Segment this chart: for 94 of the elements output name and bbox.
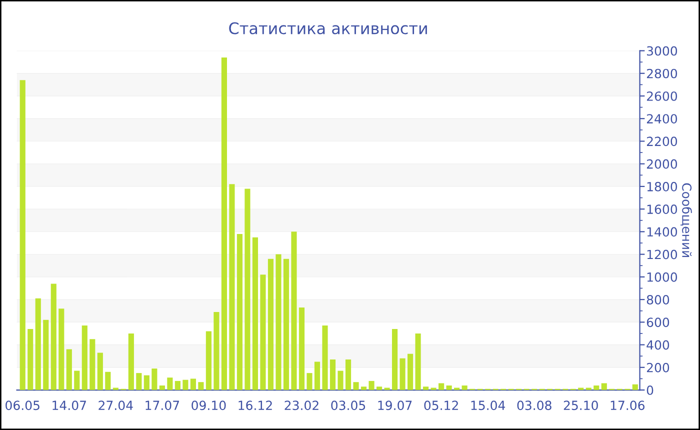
chart-title: Статистика активности — [229, 22, 427, 34]
bar — [283, 258, 290, 390]
bar — [276, 254, 282, 390]
bar — [82, 326, 88, 390]
bar — [50, 284, 56, 390]
bar — [446, 385, 452, 390]
x-tick-label: 19.07 — [378, 400, 412, 410]
x-tick-label: 09.10 — [192, 400, 226, 410]
bar — [105, 372, 111, 390]
bar — [252, 237, 258, 390]
bar — [454, 388, 460, 390]
bar — [128, 333, 134, 390]
bar — [306, 373, 312, 390]
bar — [244, 188, 250, 390]
bar — [314, 362, 320, 390]
bar — [462, 385, 468, 390]
x-tick-label: 17.06 — [610, 400, 644, 410]
bar — [578, 388, 584, 390]
bar — [159, 385, 165, 390]
bar — [384, 388, 390, 390]
y2-tick-label: 800 — [646, 295, 670, 304]
bar — [20, 80, 26, 390]
x-tick-label: 06.05 — [6, 400, 40, 410]
y2-tick-label: 1000 — [647, 272, 678, 282]
y2-tick-label: 1600 — [647, 204, 678, 214]
bar — [43, 320, 49, 390]
bar — [229, 184, 235, 390]
x-tick-label: 14.07 — [52, 400, 86, 410]
bar — [144, 375, 150, 390]
x-tick-label: 17.07 — [146, 400, 180, 410]
bar — [586, 388, 592, 390]
bar — [190, 378, 196, 390]
x-tick-label: 15.04 — [471, 400, 506, 410]
bar — [58, 308, 64, 390]
bar — [198, 382, 204, 390]
y2-tick-label: 3000 — [647, 46, 678, 56]
y2-axis-title: Сообщений — [680, 183, 692, 258]
bar — [594, 385, 600, 390]
bar — [97, 352, 103, 390]
bar — [174, 380, 180, 390]
bar — [74, 370, 80, 390]
bar — [291, 232, 297, 390]
bar — [214, 312, 220, 390]
bar — [167, 378, 173, 390]
bar — [601, 383, 607, 390]
y2-tick-label: 2800 — [646, 68, 678, 78]
x-tick-label: 27.04 — [98, 400, 133, 410]
bar — [35, 298, 41, 390]
y2-tick-label: 0 — [646, 385, 654, 395]
y2-tick-label: 200 — [646, 362, 670, 372]
bar — [415, 333, 421, 390]
bar — [90, 339, 96, 390]
bar — [360, 386, 367, 390]
bar — [330, 359, 336, 390]
y2-tick-label: 1800 — [647, 182, 678, 192]
bar — [112, 388, 118, 390]
bar — [236, 234, 243, 390]
bar — [28, 328, 34, 390]
y2-tick-label: 2400 — [646, 114, 678, 124]
x-tick-label: 03.08 — [517, 400, 552, 410]
bar — [66, 349, 72, 390]
y2-tick-label: 400 — [646, 340, 670, 350]
bar — [136, 373, 142, 390]
y2-tick-label: 1200 — [647, 250, 678, 260]
bar — [430, 388, 436, 390]
bar — [408, 354, 414, 390]
bar — [338, 370, 344, 390]
bar — [392, 328, 398, 390]
y2-tick-label: 2600 — [646, 91, 678, 101]
bar — [400, 358, 406, 390]
x-tick-label: 23.02 — [284, 400, 318, 410]
y2-tick-label: 2000 — [646, 159, 678, 169]
bar — [298, 307, 305, 390]
x-tick-label: 16.12 — [238, 400, 272, 410]
bar — [423, 386, 429, 390]
bar — [268, 258, 274, 390]
y2-tick-label: 1400 — [647, 227, 678, 237]
bar — [632, 384, 638, 390]
bar — [182, 380, 188, 390]
bar — [221, 58, 227, 390]
bar — [206, 331, 212, 390]
bar — [353, 382, 359, 390]
y2-tick-label: 2200 — [646, 136, 678, 146]
x-tick-label: 25.10 — [564, 400, 598, 410]
x-tick-label: 03.05 — [331, 400, 366, 410]
bar — [260, 274, 266, 390]
x-tick-label: 05.12 — [424, 400, 458, 410]
bar — [152, 368, 158, 390]
bar — [322, 326, 328, 390]
bar — [376, 386, 382, 390]
y2-tick-label: 600 — [646, 318, 670, 328]
bar — [368, 380, 374, 390]
bar — [345, 359, 352, 390]
bar — [438, 383, 444, 390]
